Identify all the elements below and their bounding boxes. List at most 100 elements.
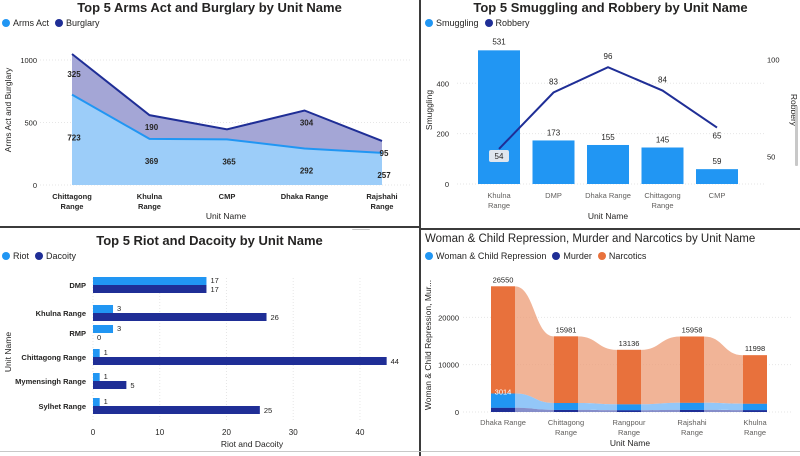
x-axis-title: Unit Name <box>610 438 650 448</box>
x-tick-label: Chittagong <box>52 192 92 201</box>
bar-narcotics <box>617 349 641 405</box>
y-axis-title: Unit Name <box>3 332 13 372</box>
data-label-dacoity: 25 <box>264 406 272 415</box>
legend-swatch <box>597 252 606 260</box>
chart-repression-murder-narcotics[interactable]: 0 10000 20000 26550 15981 13136 15958 11998 3014… <box>421 230 800 451</box>
data-label-robbery: 96 <box>604 52 613 61</box>
x-axis-title: Unit Name <box>588 211 628 221</box>
bar-riot <box>93 305 114 313</box>
y-tick-label: 400 <box>436 79 449 88</box>
y-tick-label: 200 <box>436 130 449 139</box>
legend-label: Narcotics <box>608 251 647 261</box>
data-label-riot: 1 <box>104 372 108 381</box>
bar-smuggling <box>587 144 629 184</box>
x-tick-label: 10 <box>155 428 164 437</box>
legend-swatch <box>425 252 433 260</box>
line-arms-act <box>71 93 383 154</box>
legend-item-woman-child[interactable]: Woman & Child Repression <box>425 251 546 261</box>
x-tick-label: Dhaka Range <box>480 418 526 427</box>
x-tick-label: Khulna <box>743 418 767 427</box>
y-tick-label: 500 <box>24 119 37 128</box>
bar-murder <box>743 410 767 412</box>
legend-label: Robbery <box>495 18 530 28</box>
legend-item-riot[interactable]: Riot <box>2 251 29 261</box>
data-label-burglary: 190 <box>145 123 159 132</box>
line-burglary <box>71 53 383 142</box>
x-tick-label: Rangpour <box>613 418 646 427</box>
x-tick-label: CMP <box>709 191 726 200</box>
legend-item-robbery[interactable]: Robbery <box>484 18 530 28</box>
data-label-robbery: 83 <box>549 78 558 87</box>
divider-vertical <box>419 0 421 456</box>
bar-riot <box>93 325 114 333</box>
legend-label: Arms Act <box>13 18 50 28</box>
legend-item-dacoity[interactable]: Dacoity <box>35 251 76 261</box>
legend-item-arms-act[interactable]: Arms Act <box>2 18 49 28</box>
legend-label: Smuggling <box>436 18 479 28</box>
data-label-arms-act: 292 <box>300 167 314 176</box>
x-tick-label: Range <box>681 428 703 437</box>
bar-dacoity <box>93 313 267 321</box>
legend-swatch <box>484 19 493 27</box>
x-tick-label: 40 <box>356 428 365 437</box>
data-label-arms-act: 365 <box>222 157 236 166</box>
bar-narcotics <box>680 336 704 403</box>
legend-swatch <box>2 19 10 27</box>
data-label-bg <box>489 149 509 162</box>
chart-arms-burglary[interactable]: 0 500 1000 723 369 365 292 257 325 190 304 95 Chitta… <box>0 0 419 226</box>
x-tick-label: Range <box>61 202 84 211</box>
divider-horizontal-left <box>0 226 419 228</box>
y-tick-label: Khulna Range <box>36 309 86 318</box>
y-tick-label: Mymensingh Range <box>15 377 86 386</box>
area-burglary <box>72 54 382 153</box>
chart-smuggling-robbery[interactable]: 0 200 400 50 100 173 155 145 59 531 54 83 96 84 65 Khul… <box>421 0 800 226</box>
bar-smuggling <box>696 169 738 184</box>
data-label-dacoity: 26 <box>271 313 279 322</box>
bar-riot <box>93 373 100 381</box>
legend-item-smuggling[interactable]: Smuggling <box>425 18 479 28</box>
x-tick-label: Chittagong <box>644 191 680 200</box>
x-tick-label: Chittagong <box>548 418 584 427</box>
data-label-smuggling: 59 <box>713 157 722 166</box>
bar-smuggling <box>478 50 520 184</box>
x-axis-title: Unit Name <box>206 211 246 221</box>
chart-title: Top 5 Arms Act and Burglary by Unit Name <box>77 0 342 15</box>
y2-tick-label: 100 <box>767 55 780 64</box>
x-tick-label: Khulna <box>487 191 511 200</box>
data-label-burglary: 304 <box>300 119 314 128</box>
chart-title: Top 5 Smuggling and Robbery by Unit Name <box>473 0 748 15</box>
data-label-burglary: 325 <box>67 70 81 79</box>
y2-axis-title: Robbery <box>789 94 799 127</box>
legend: Riot Dacoity <box>2 251 76 261</box>
data-label-robbery: 65 <box>713 132 722 141</box>
legend-swatch <box>55 19 64 27</box>
legend-label: Riot <box>13 251 30 261</box>
bar-smuggling <box>532 140 575 184</box>
y-tick-label: 1000 <box>20 56 37 65</box>
chart-title: Top 5 Riot and Dacoity by Unit Name <box>96 233 323 248</box>
scrollbar <box>795 106 798 166</box>
y2-tick-label: 50 <box>767 153 775 162</box>
data-label-riot: 1 <box>104 348 108 357</box>
data-label-smuggling: 145 <box>656 136 670 145</box>
x-tick-label: CMP <box>219 192 236 201</box>
legend-item-narcotics[interactable]: Narcotics <box>597 251 647 261</box>
bar-woman-child <box>491 393 515 408</box>
legend-swatch <box>35 252 44 260</box>
data-label-smuggling: 531 <box>492 37 506 46</box>
legend-item-murder[interactable]: Murder <box>552 251 592 261</box>
data-label-riot: 1 <box>104 397 108 406</box>
bar-riot <box>93 277 207 285</box>
x-tick-label: Range <box>555 428 577 437</box>
y-axis-title: Smuggling <box>424 90 434 130</box>
bar-smuggling <box>641 147 684 184</box>
data-label-total: 15981 <box>556 325 577 334</box>
data-label-arms-act: 257 <box>377 171 391 180</box>
x-tick-label: Khulna <box>137 192 163 201</box>
bar-dacoity <box>93 381 127 389</box>
x-tick-label: Rajshahi <box>366 192 397 201</box>
bar-dacoity <box>93 406 260 414</box>
legend-item-burglary[interactable]: Burglary <box>55 18 100 28</box>
divider-horizontal-right <box>421 228 800 230</box>
